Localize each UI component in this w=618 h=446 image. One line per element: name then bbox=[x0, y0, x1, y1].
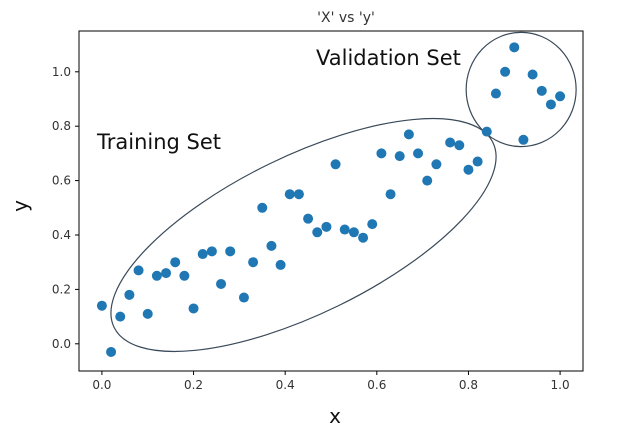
training-point bbox=[161, 268, 172, 279]
validation-point bbox=[490, 88, 501, 99]
training-point bbox=[151, 270, 162, 281]
x-tick-label: 1.0 bbox=[551, 378, 570, 392]
x-tick-label: 0.6 bbox=[367, 378, 386, 392]
training-point bbox=[330, 159, 341, 170]
training-point bbox=[358, 232, 369, 243]
training-point bbox=[339, 224, 350, 235]
training-point bbox=[266, 240, 277, 251]
training-point bbox=[472, 156, 483, 167]
training-point bbox=[348, 227, 359, 238]
validation-set-ellipse bbox=[465, 31, 577, 148]
y-tick-label: 1.0 bbox=[52, 65, 71, 79]
validation-point bbox=[509, 42, 520, 53]
x-tick-label: 0.2 bbox=[184, 378, 203, 392]
training-point bbox=[284, 189, 295, 200]
training-point bbox=[293, 189, 304, 200]
training-point bbox=[124, 289, 135, 300]
training-point bbox=[216, 278, 227, 289]
training-point bbox=[206, 246, 217, 257]
training-point bbox=[463, 164, 474, 175]
validation-point bbox=[536, 85, 547, 96]
training-point bbox=[96, 300, 107, 311]
x-axis-label: x bbox=[329, 404, 341, 428]
training-point bbox=[385, 189, 396, 200]
training-point bbox=[422, 175, 433, 186]
y-tick-label: 0.8 bbox=[52, 119, 71, 133]
training-set-ellipse bbox=[110, 117, 497, 353]
training-point bbox=[431, 159, 442, 170]
x-tick-label: 0.4 bbox=[276, 378, 295, 392]
training-point bbox=[170, 257, 181, 268]
validation-point bbox=[481, 126, 492, 137]
training-point bbox=[445, 137, 456, 148]
x-tick-label: 0.8 bbox=[459, 378, 478, 392]
x-axis-ticks: 0.0 0.2 0.4 0.6 0.8 1.0 bbox=[92, 371, 570, 392]
training-point bbox=[115, 311, 126, 322]
training-point bbox=[367, 219, 378, 230]
training-point bbox=[394, 151, 405, 162]
y-tick-label: 0.2 bbox=[52, 282, 71, 296]
chart-title: 'X' vs 'y' bbox=[317, 10, 375, 26]
training-point bbox=[238, 292, 249, 303]
training-point bbox=[188, 303, 199, 314]
training-point bbox=[454, 140, 465, 151]
training-point bbox=[142, 308, 153, 319]
training-point bbox=[413, 148, 424, 159]
training-point bbox=[321, 221, 332, 232]
training-point bbox=[225, 246, 236, 257]
training-point bbox=[248, 257, 259, 268]
training-point bbox=[179, 270, 190, 281]
y-tick-label: 0.4 bbox=[52, 228, 71, 242]
training-set-label: Training Set bbox=[96, 130, 221, 154]
y-axis-label: y bbox=[8, 200, 32, 212]
y-axis-ticks: 0.0 0.2 0.4 0.6 0.8 1.0 bbox=[52, 65, 79, 351]
validation-point bbox=[545, 99, 556, 110]
training-point bbox=[275, 259, 286, 270]
y-tick-label: 0.6 bbox=[52, 174, 71, 188]
training-point bbox=[312, 227, 323, 238]
x-tick-label: 0.0 bbox=[92, 378, 111, 392]
validation-point bbox=[527, 69, 538, 80]
validation-point bbox=[500, 66, 511, 77]
validation-set-label: Validation Set bbox=[316, 46, 461, 70]
training-point bbox=[133, 265, 144, 276]
points-layer bbox=[96, 42, 566, 357]
training-point bbox=[303, 213, 314, 224]
plot-area-frame bbox=[78, 30, 584, 372]
training-point bbox=[106, 346, 117, 357]
y-tick-label: 0.0 bbox=[52, 337, 71, 351]
training-point bbox=[197, 249, 208, 260]
training-point bbox=[257, 202, 268, 213]
enclosure-layer bbox=[110, 31, 577, 353]
validation-point bbox=[555, 91, 566, 102]
validation-point bbox=[518, 134, 529, 145]
training-point bbox=[403, 129, 414, 140]
training-point bbox=[376, 148, 387, 159]
